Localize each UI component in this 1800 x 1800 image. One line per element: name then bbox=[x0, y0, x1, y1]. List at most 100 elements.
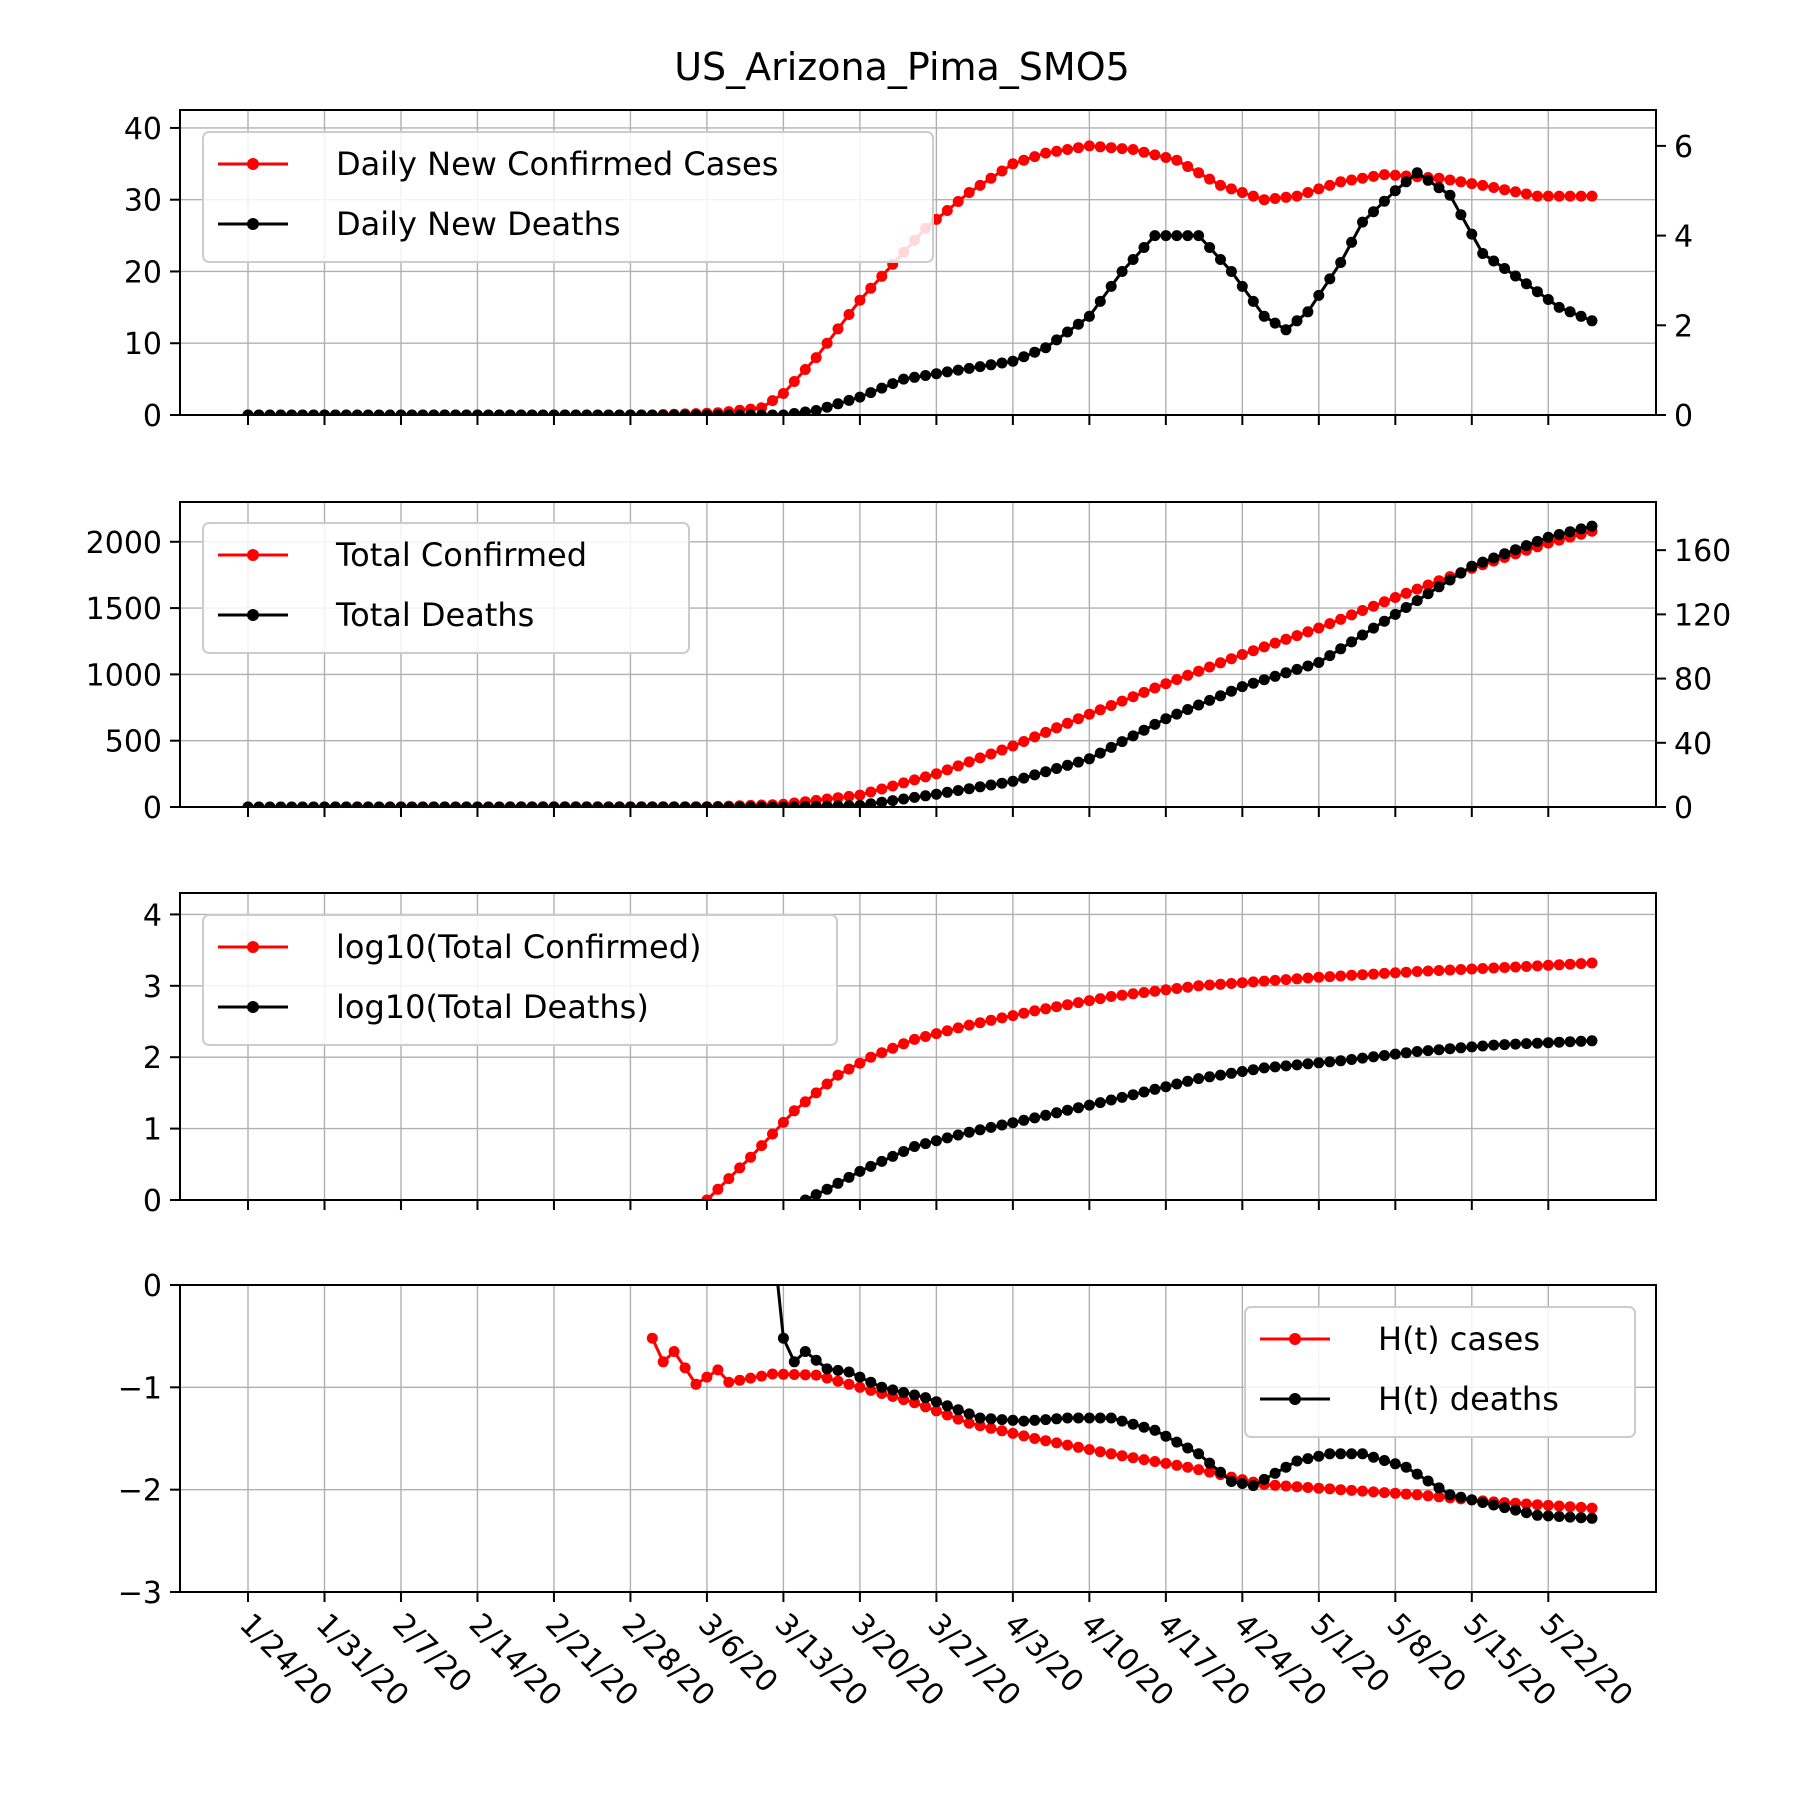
data-point bbox=[428, 409, 440, 415]
data-point bbox=[1204, 1457, 1216, 1469]
data-point bbox=[1127, 730, 1139, 742]
data-point bbox=[810, 1369, 822, 1381]
data-point bbox=[1051, 763, 1063, 774]
data-point bbox=[887, 1042, 899, 1054]
data-point bbox=[1105, 991, 1117, 1002]
data-point bbox=[777, 388, 789, 399]
data-point bbox=[1258, 1062, 1270, 1074]
data-point bbox=[559, 409, 571, 415]
data-point bbox=[1400, 966, 1412, 978]
data-point bbox=[777, 1368, 789, 1380]
panel-total: 0 500 1000 1500 2000 0 40 80 120 160 Total Confirm… bbox=[86, 501, 1731, 826]
data-point bbox=[723, 1173, 735, 1185]
data-point bbox=[1182, 1075, 1194, 1087]
data-point bbox=[1400, 602, 1412, 613]
data-point bbox=[1116, 695, 1128, 707]
data-point bbox=[1138, 686, 1150, 698]
data-point bbox=[1029, 1005, 1041, 1017]
panel-log: 0 1 2 3 4 log10(Total Confirmed) log10(Total D… bbox=[143, 892, 1657, 1219]
data-point bbox=[461, 409, 472, 415]
data-point bbox=[1488, 255, 1500, 267]
data-point bbox=[1357, 629, 1368, 641]
data-point bbox=[657, 801, 669, 807]
data-point bbox=[1116, 1450, 1128, 1462]
data-point bbox=[1029, 151, 1041, 163]
data-point bbox=[974, 361, 986, 373]
data-point bbox=[1116, 143, 1128, 155]
data-point bbox=[1531, 1509, 1543, 1521]
data-point bbox=[909, 791, 920, 803]
data-point bbox=[406, 409, 418, 415]
data-point bbox=[767, 801, 778, 807]
data-point bbox=[384, 409, 396, 415]
data-point bbox=[1335, 1484, 1347, 1496]
data-point bbox=[1247, 1064, 1259, 1076]
data-point bbox=[242, 801, 254, 807]
data-point bbox=[1389, 169, 1401, 181]
data-point bbox=[1138, 1086, 1150, 1098]
data-point bbox=[941, 205, 953, 216]
axes-frame bbox=[179, 892, 1657, 1201]
data-point bbox=[701, 1194, 713, 1200]
data-point bbox=[1094, 704, 1106, 716]
data-point bbox=[1072, 713, 1084, 725]
data-point bbox=[1225, 266, 1237, 277]
legend-label: log10(Total Deaths) bbox=[336, 988, 649, 1026]
data-point bbox=[1378, 169, 1390, 181]
data-point bbox=[351, 801, 363, 807]
data-point bbox=[526, 801, 538, 807]
data-point bbox=[865, 282, 877, 294]
data-point bbox=[952, 760, 964, 772]
data-point bbox=[1072, 1412, 1084, 1424]
data-point bbox=[1083, 708, 1095, 720]
data-point bbox=[373, 409, 385, 415]
data-point bbox=[876, 270, 888, 282]
data-point bbox=[1378, 1050, 1390, 1061]
data-point bbox=[1116, 1415, 1128, 1427]
data-point bbox=[1466, 1041, 1478, 1053]
data-point bbox=[1422, 1045, 1434, 1057]
data-point bbox=[1510, 1038, 1521, 1050]
data-point bbox=[1466, 560, 1478, 572]
data-point bbox=[1094, 1446, 1106, 1458]
data-point bbox=[1313, 289, 1325, 301]
data-point bbox=[253, 409, 265, 415]
data-point bbox=[832, 1375, 844, 1387]
series-line bbox=[248, 524, 1593, 807]
data-point bbox=[635, 801, 647, 807]
data-point bbox=[1586, 190, 1598, 202]
data-point bbox=[996, 357, 1008, 369]
data-point bbox=[799, 801, 811, 807]
data-point bbox=[1007, 158, 1019, 170]
data-point bbox=[1236, 1478, 1248, 1489]
data-point bbox=[1051, 1001, 1063, 1013]
data-point bbox=[1499, 1039, 1511, 1051]
data-point bbox=[1542, 294, 1554, 305]
data-point bbox=[1258, 641, 1270, 653]
data-point bbox=[1575, 1512, 1587, 1524]
data-point bbox=[482, 801, 494, 807]
data-point bbox=[1269, 1061, 1281, 1073]
data-point bbox=[406, 801, 418, 807]
data-point bbox=[821, 1183, 833, 1195]
data-point bbox=[1586, 315, 1598, 327]
data-point bbox=[821, 401, 833, 413]
data-point bbox=[1564, 958, 1576, 970]
data-point bbox=[1553, 190, 1565, 202]
data-point bbox=[985, 172, 997, 184]
data-point bbox=[1215, 254, 1226, 265]
data-point bbox=[799, 1346, 811, 1357]
data-point bbox=[286, 409, 298, 415]
data-point bbox=[1051, 1107, 1063, 1119]
data-point bbox=[1444, 574, 1456, 586]
data-point bbox=[941, 764, 953, 776]
data-point bbox=[1171, 983, 1183, 994]
data-point bbox=[1258, 194, 1270, 206]
data-point bbox=[1193, 167, 1205, 179]
data-point bbox=[1488, 1039, 1500, 1051]
data-point bbox=[395, 409, 407, 415]
data-point bbox=[756, 1140, 768, 1152]
data-point bbox=[1138, 1421, 1150, 1433]
data-point bbox=[941, 366, 953, 378]
